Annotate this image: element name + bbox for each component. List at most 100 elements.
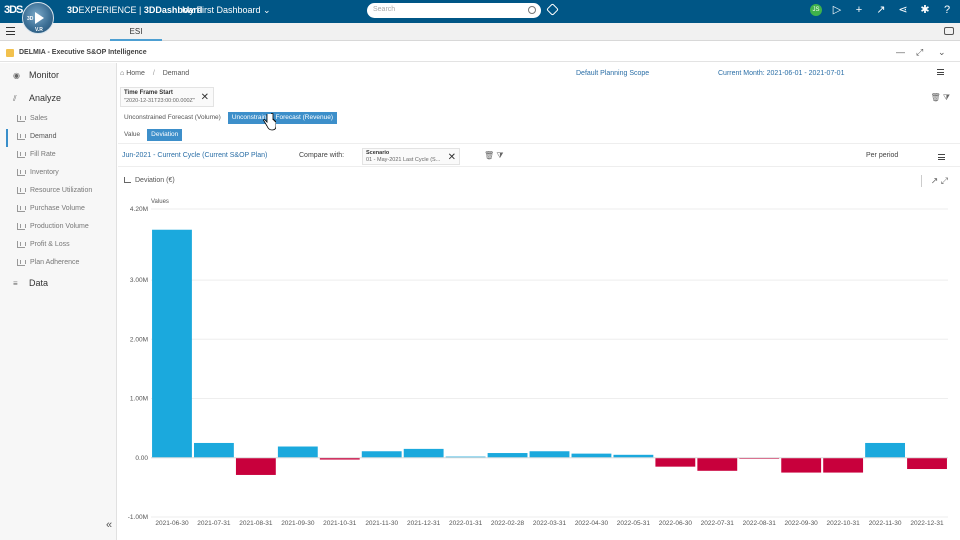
hand-cursor-icon: [263, 113, 276, 131]
y-tick-label: 2.00M: [130, 336, 148, 343]
app-icon: [6, 49, 14, 57]
sidebar-item-purchase-volume[interactable]: Purchase Volume: [17, 203, 85, 215]
help-icon[interactable]: ?: [943, 4, 951, 16]
value-button[interactable]: Value: [124, 131, 141, 138]
chart-icon: [17, 132, 26, 140]
compare-label: Compare with:: [299, 152, 345, 159]
menu-icon[interactable]: [6, 27, 15, 35]
chart-title: Deviation (€): [124, 177, 175, 184]
tab-esi[interactable]: ESI: [110, 23, 162, 41]
compass-play-icon: [35, 12, 44, 24]
x-tick-label: 2022-02-28: [491, 520, 525, 527]
share-chart-icon[interactable]: ↗: [930, 175, 939, 186]
time-frame-filter[interactable]: Time Frame Start "2020-12-31T23:00:00.00…: [120, 87, 214, 107]
y-tick-label: 0.00: [135, 455, 148, 462]
analyze-icon: ⫽: [13, 94, 17, 103]
expand-chart-icon[interactable]: ⤢: [940, 175, 948, 186]
sidebar-item-demand[interactable]: Demand: [17, 131, 56, 143]
add-icon[interactable]: +: [855, 4, 863, 16]
page-menu-icon[interactable]: [937, 69, 944, 75]
tag-icon[interactable]: [546, 3, 559, 16]
x-tick-label: 2022-11-30: [869, 520, 902, 527]
bar: [277, 446, 318, 458]
x-tick-label: 2021-08-31: [239, 520, 273, 527]
sidebar-data[interactable]: ≡ Data: [13, 278, 49, 288]
remove-scenario-icon[interactable]: ✕: [447, 152, 456, 163]
x-tick-label: 2022-05-31: [617, 520, 651, 527]
sidebar-item-production-volume[interactable]: Production Volume: [17, 221, 89, 233]
search-input[interactable]: Search: [367, 3, 541, 18]
delete-icon[interactable]: 🗑: [484, 151, 495, 160]
x-tick-label: 2021-09-30: [281, 520, 315, 527]
sidebar-item-inventory[interactable]: Inventory: [17, 167, 59, 179]
bar: [823, 457, 864, 473]
filter-icon[interactable]: ⧩: [496, 151, 504, 160]
bar: [193, 442, 234, 458]
sidebar: ◉ Monitor ⫽ Analyze Sales Demand Fill Rate…: [0, 63, 117, 540]
x-tick-label: 2022-12-31: [910, 520, 944, 527]
network-icon[interactable]: ⋖: [898, 4, 908, 16]
bar: [361, 451, 402, 458]
remove-filter-icon[interactable]: ✕: [200, 92, 209, 103]
delete-icon[interactable]: 🗑: [930, 93, 941, 102]
top-bar: 3DS 3DEXPERIENCE | 3DDashboard My First …: [0, 0, 960, 23]
collapse-sidebar-icon[interactable]: «: [106, 519, 113, 531]
y-axis-label: Values: [151, 199, 169, 205]
bar: [865, 442, 906, 458]
sidebar-item-resource-utilization[interactable]: Resource Utilization: [17, 185, 92, 197]
collapse-icon[interactable]: ⌄: [938, 47, 946, 57]
current-cycle[interactable]: Jun-2021 - Current Cycle (Current S&OP P…: [122, 152, 268, 159]
compare-menu-icon[interactable]: [938, 154, 945, 160]
sidebar-monitor[interactable]: ◉ Monitor: [13, 70, 60, 80]
bar: [697, 457, 738, 471]
filter-icon[interactable]: ⧩: [942, 93, 950, 102]
database-icon: ≡: [13, 279, 18, 288]
chart-icon: [17, 258, 26, 266]
maximize-icon[interactable]: ⤢: [916, 47, 924, 57]
sidebar-item-plan-adherence[interactable]: Plan Adherence: [17, 257, 79, 269]
play-icon[interactable]: ▷: [832, 4, 842, 16]
tools-icon[interactable]: ✱: [920, 4, 930, 16]
user-avatar[interactable]: JS: [810, 4, 822, 16]
sidebar-item-sales[interactable]: Sales: [17, 113, 48, 125]
compass-button[interactable]: 3D V.R: [22, 2, 54, 34]
main-panel: ⌂ Home / Demand Default Planning Scope C…: [118, 63, 960, 540]
bar: [613, 454, 654, 458]
y-tick-label: -1.00M: [128, 514, 148, 521]
x-tick-label: 2022-04-30: [575, 520, 609, 527]
sidebar-item-profit-loss[interactable]: Profit & Loss: [17, 239, 70, 251]
share-icon[interactable]: ↗: [876, 4, 886, 16]
forecast-volume-button[interactable]: Unconstrained Forecast (Volume): [124, 114, 221, 121]
breadcrumb-home[interactable]: Home: [126, 70, 145, 77]
app-header: DELMIA - Executive S&OP Intelligence — ⤢…: [0, 45, 960, 62]
minimize-icon[interactable]: —: [896, 47, 905, 57]
monitor-icon: ◉: [13, 71, 20, 80]
tab-bar: ESI: [0, 23, 960, 41]
x-tick-label: 2022-08-31: [743, 520, 777, 527]
x-tick-label: 2022-03-31: [533, 520, 567, 527]
sidebar-analyze[interactable]: ⫽ Analyze: [13, 93, 62, 103]
bar: [907, 457, 947, 470]
chat-icon[interactable]: [944, 27, 954, 35]
chart-tools: ↗ ⤢: [921, 175, 948, 187]
scenario-filter[interactable]: Scenario 01 - May-2021 Last Cycle (S... …: [362, 148, 460, 165]
y-tick-label: 4.20M: [130, 206, 148, 213]
forecast-revenue-button[interactable]: Unconstrained Forecast (Revenue): [227, 112, 337, 124]
chart-icon: [17, 222, 26, 230]
dashboard-selector[interactable]: My First Dashboard ⌄: [182, 5, 271, 15]
chart-icon: [17, 240, 26, 248]
home-icon[interactable]: ⌂: [120, 70, 125, 77]
measure-toggle: Value Deviation: [120, 129, 183, 141]
deviation-button[interactable]: Deviation: [147, 129, 183, 141]
planning-scope[interactable]: Default Planning Scope: [576, 70, 650, 77]
x-tick-label: 2021-11-30: [365, 520, 398, 527]
x-tick-label: 2021-07-31: [197, 520, 231, 527]
per-period-select[interactable]: Per period: [866, 152, 899, 159]
sidebar-item-fill-rate[interactable]: Fill Rate: [17, 149, 56, 161]
bar: [487, 453, 528, 458]
chart-icon: [17, 114, 26, 122]
search-icon[interactable]: [528, 6, 536, 14]
current-month[interactable]: Current Month: 2021-06-01 - 2021-07-01: [718, 70, 845, 77]
bar-chart-icon: [124, 177, 131, 184]
